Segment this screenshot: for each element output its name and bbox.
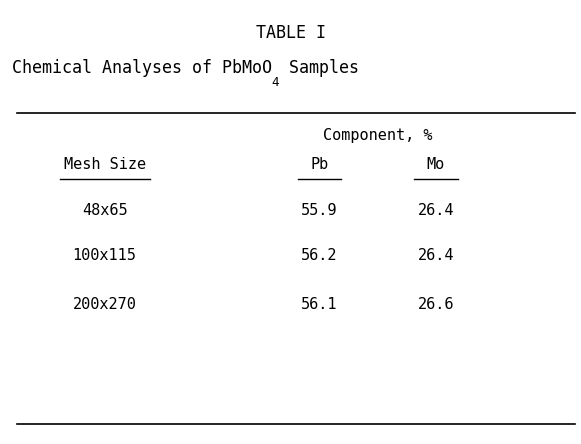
Text: Samples: Samples — [279, 59, 359, 77]
Text: Mo: Mo — [426, 157, 445, 172]
Text: Chemical Analyses of PbMoO: Chemical Analyses of PbMoO — [12, 59, 272, 77]
Text: 26.4: 26.4 — [418, 203, 454, 218]
Text: 56.1: 56.1 — [302, 297, 338, 312]
Text: 26.6: 26.6 — [418, 297, 454, 312]
Text: 200x270: 200x270 — [73, 297, 137, 312]
Text: 55.9: 55.9 — [302, 203, 338, 218]
Text: Pb: Pb — [310, 157, 329, 172]
Text: 4: 4 — [272, 75, 279, 89]
Text: 48x65: 48x65 — [82, 203, 127, 218]
Text: Mesh Size: Mesh Size — [63, 157, 146, 172]
Text: 100x115: 100x115 — [73, 248, 137, 263]
Text: 26.4: 26.4 — [418, 248, 454, 263]
Text: 56.2: 56.2 — [302, 248, 338, 263]
Text: Component, %: Component, % — [323, 128, 432, 143]
Text: TABLE I: TABLE I — [256, 24, 325, 43]
